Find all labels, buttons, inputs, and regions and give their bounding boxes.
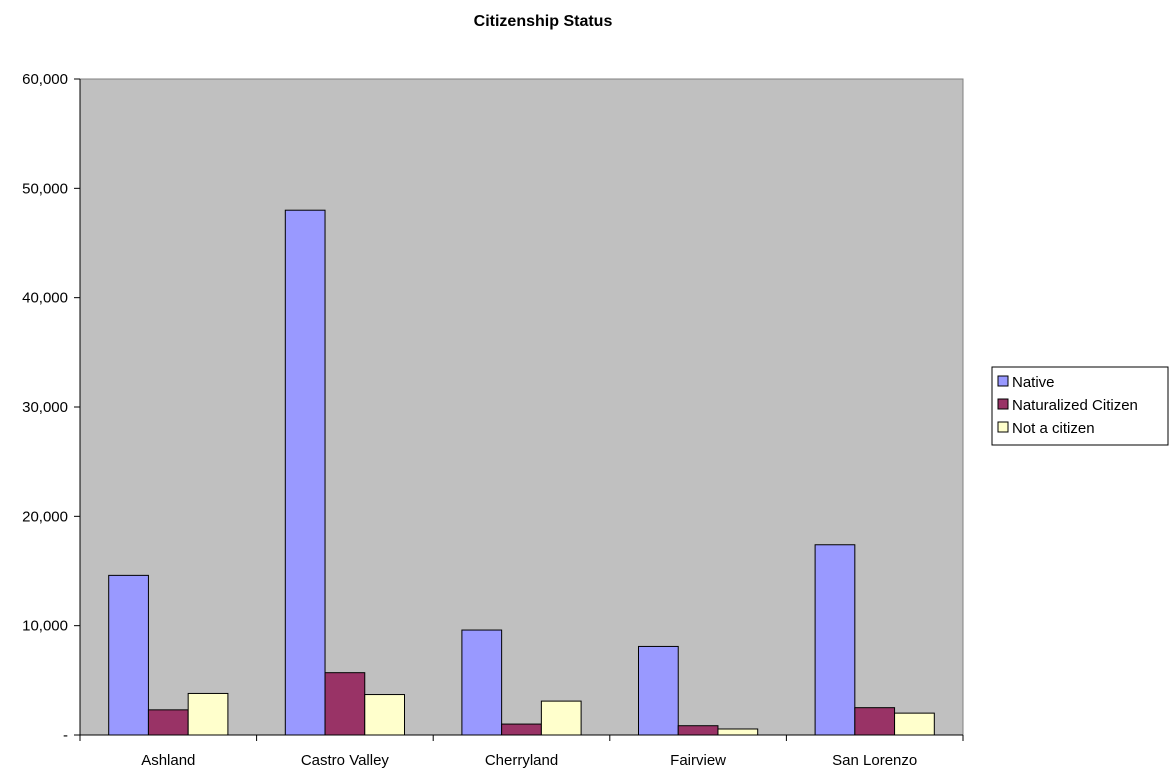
chart-title: Citizenship Status bbox=[474, 13, 613, 30]
bar-not-a-citizen-ashland bbox=[187, 692, 229, 736]
bar-naturalized-citizen-castro-valley bbox=[324, 672, 366, 736]
y-tick-label: 20,000 bbox=[22, 508, 68, 525]
bar-native-san-lorenzo bbox=[814, 544, 856, 736]
x-tick-label: Castro Valley bbox=[301, 752, 390, 769]
legend-swatch bbox=[997, 375, 1009, 387]
legend-swatch bbox=[997, 398, 1009, 410]
y-tick-label: 60,000 bbox=[22, 71, 68, 88]
x-tick-label: Fairview bbox=[670, 752, 726, 769]
x-tick-label: Ashland bbox=[141, 752, 195, 769]
legend-box bbox=[991, 366, 1169, 446]
bar-naturalized-citizen-fairview bbox=[677, 725, 719, 736]
bar-naturalized-citizen-cherryland bbox=[501, 723, 542, 736]
bar-native-ashland bbox=[108, 574, 149, 736]
legend-label: Not a citizen bbox=[1012, 420, 1095, 437]
bar-naturalized-citizen-ashland bbox=[147, 709, 189, 736]
x-tick-label: San Lorenzo bbox=[832, 752, 917, 769]
bar-not-a-citizen-cherryland bbox=[540, 700, 582, 736]
legend-swatch bbox=[997, 421, 1009, 433]
bar-naturalized-citizen-san-lorenzo bbox=[854, 707, 896, 736]
y-tick-label: 40,000 bbox=[22, 290, 68, 307]
axes-group: - 10,000 20,000 30,000 40,000 50,000 60,000 Ash… bbox=[22, 71, 964, 769]
bar-native-fairview bbox=[638, 645, 679, 736]
bar-native-castro-valley bbox=[284, 209, 326, 736]
legend: Native Naturalized Citizen Not a citizen bbox=[991, 366, 1169, 446]
legend-label: Native bbox=[1012, 374, 1055, 391]
bar-not-a-citizen-castro-valley bbox=[364, 694, 405, 736]
y-tick-label: 10,000 bbox=[22, 618, 68, 635]
y-tick-label: 50,000 bbox=[22, 180, 68, 197]
bars-group bbox=[108, 209, 935, 736]
bar-native-cherryland bbox=[461, 629, 503, 736]
y-tick-label: 30,000 bbox=[22, 399, 68, 416]
x-tick-label: Cherryland bbox=[485, 752, 558, 769]
y-tick-label: - bbox=[63, 727, 68, 744]
bar-not-a-citizen-fairview bbox=[717, 728, 759, 736]
legend-label: Naturalized Citizen bbox=[1012, 397, 1138, 414]
bar-not-a-citizen-san-lorenzo bbox=[894, 712, 935, 736]
